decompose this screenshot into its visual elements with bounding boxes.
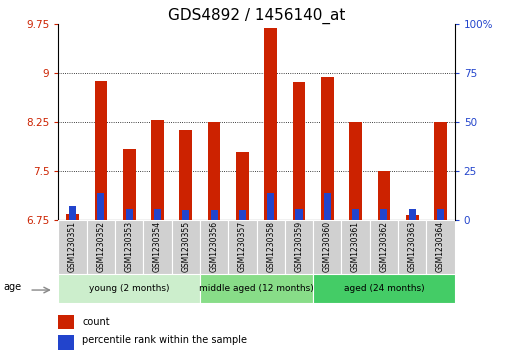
Bar <box>434 122 447 220</box>
Text: GSM1230358: GSM1230358 <box>266 221 275 272</box>
Bar <box>228 220 257 274</box>
Bar <box>321 77 334 220</box>
Bar <box>313 220 341 274</box>
Text: GSM1230351: GSM1230351 <box>68 221 77 272</box>
Bar <box>285 220 313 274</box>
Bar <box>264 28 277 220</box>
Text: age: age <box>3 282 21 292</box>
Bar <box>380 209 388 220</box>
Bar <box>143 220 172 274</box>
Text: GSM1230357: GSM1230357 <box>238 221 247 272</box>
Text: GSM1230352: GSM1230352 <box>97 221 105 272</box>
Text: GSM1230361: GSM1230361 <box>351 221 360 272</box>
Text: GSM1230362: GSM1230362 <box>379 221 389 272</box>
Bar <box>257 220 285 274</box>
Bar <box>352 209 359 220</box>
Bar <box>349 122 362 220</box>
Text: count: count <box>82 317 110 327</box>
Bar <box>69 206 76 220</box>
Bar <box>182 211 189 220</box>
Bar <box>123 149 136 220</box>
Bar <box>296 209 303 220</box>
Bar <box>58 335 74 350</box>
Text: GSM1230359: GSM1230359 <box>295 221 303 272</box>
Bar <box>377 171 390 220</box>
Bar <box>87 220 115 274</box>
Bar <box>66 215 79 220</box>
Bar <box>172 220 200 274</box>
Title: GDS4892 / 1456140_at: GDS4892 / 1456140_at <box>168 7 345 24</box>
Bar <box>406 215 419 220</box>
Bar <box>239 211 246 220</box>
Bar <box>236 152 249 220</box>
Bar <box>58 220 87 274</box>
Bar <box>437 209 444 220</box>
Text: GSM1230364: GSM1230364 <box>436 221 445 272</box>
Text: middle aged (12 months): middle aged (12 months) <box>199 284 314 293</box>
Bar <box>58 274 200 303</box>
Bar <box>115 220 143 274</box>
Text: GSM1230355: GSM1230355 <box>181 221 190 272</box>
Bar <box>408 209 416 220</box>
Bar <box>210 211 217 220</box>
Text: GSM1230363: GSM1230363 <box>408 221 417 272</box>
Bar <box>58 314 74 329</box>
Text: GSM1230356: GSM1230356 <box>210 221 218 272</box>
Text: GSM1230353: GSM1230353 <box>124 221 134 272</box>
Bar <box>94 81 107 220</box>
Bar <box>293 82 305 220</box>
Text: GSM1230354: GSM1230354 <box>153 221 162 272</box>
Text: GSM1230360: GSM1230360 <box>323 221 332 272</box>
Bar <box>398 220 426 274</box>
Bar <box>341 220 370 274</box>
Bar <box>200 274 313 303</box>
Bar <box>370 220 398 274</box>
Text: percentile rank within the sample: percentile rank within the sample <box>82 335 247 346</box>
Bar <box>125 209 133 220</box>
Bar <box>179 130 192 220</box>
Bar <box>200 220 228 274</box>
Bar <box>267 193 274 220</box>
Bar <box>324 193 331 220</box>
Bar <box>154 209 161 220</box>
Bar <box>208 122 220 220</box>
Text: aged (24 months): aged (24 months) <box>343 284 424 293</box>
Bar <box>151 120 164 220</box>
Bar <box>313 274 455 303</box>
Text: young (2 months): young (2 months) <box>89 284 170 293</box>
Bar <box>426 220 455 274</box>
Bar <box>98 193 105 220</box>
